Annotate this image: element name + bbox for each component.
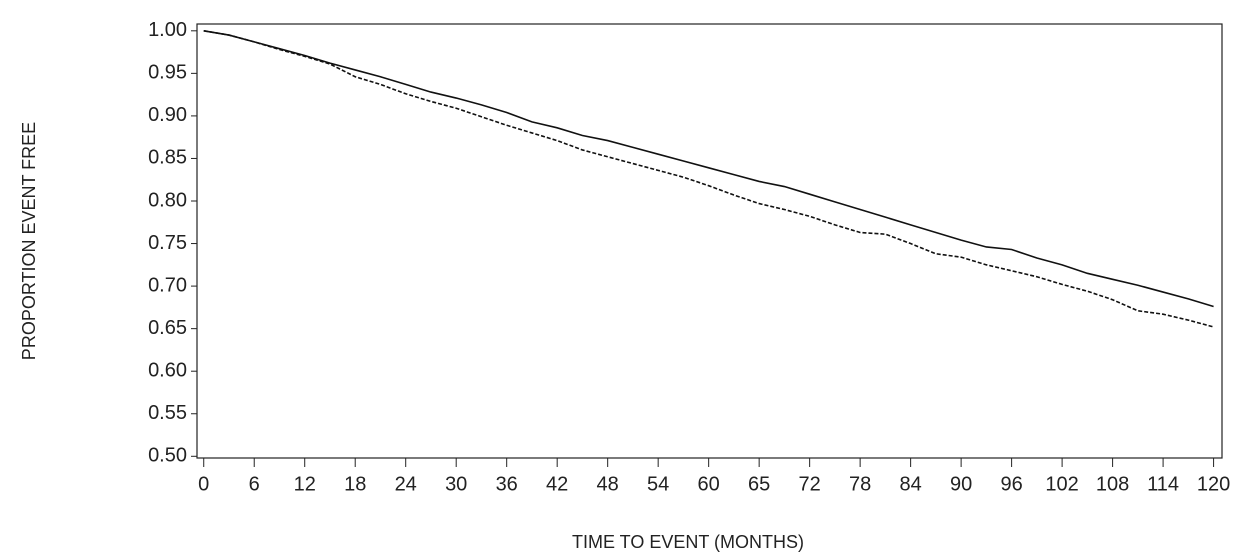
x-tick-label: 114	[1147, 473, 1179, 495]
x-tick-label: 90	[950, 473, 972, 495]
x-tick-label: 120	[1197, 473, 1230, 495]
x-axis-title: TIME TO EVENT (MONTHS)	[572, 532, 804, 552]
y-tick-label: 0.60	[148, 359, 187, 381]
x-tick-label: 36	[496, 473, 518, 495]
y-tick-label: 0.95	[148, 62, 187, 84]
x-tick-label: 12	[294, 473, 316, 495]
x-tick-label: 96	[1000, 473, 1022, 495]
series-line	[203, 30, 1214, 308]
x-tick-label: 78	[849, 473, 871, 495]
x-tick-label: 18	[344, 473, 366, 495]
series-line	[203, 30, 1214, 328]
x-tick-label: 0	[198, 473, 209, 495]
y-tick-label: 0.85	[148, 147, 187, 169]
x-tick-label: 84	[900, 473, 922, 495]
y-tick-label: 0.50	[148, 445, 187, 467]
x-tick-label: 54	[647, 473, 669, 495]
x-tick-label: 6	[249, 473, 260, 495]
plot-frame	[196, 23, 1223, 459]
y-axis-title: PROPORTION EVENT FREE	[19, 122, 39, 360]
x-tick-label: 24	[395, 473, 417, 495]
y-tick-label: 0.55	[148, 402, 187, 424]
x-tick-label: 30	[445, 473, 467, 495]
x-tick-label: 72	[799, 473, 821, 495]
y-tick-label: 1.00	[148, 19, 187, 41]
x-tick-label: 102	[1045, 473, 1078, 495]
y-tick-label: 0.75	[148, 232, 187, 254]
x-tick-label: 60	[698, 473, 720, 495]
x-tick-label: 108	[1096, 473, 1129, 495]
x-tick-label: 42	[546, 473, 568, 495]
x-tick-label: 65	[748, 473, 770, 495]
y-tick-label: 0.70	[148, 274, 187, 296]
y-tick-label: 0.80	[148, 189, 187, 211]
x-tick-label: 48	[597, 473, 619, 495]
y-tick-label: 0.90	[148, 104, 187, 126]
y-tick-label: 0.65	[148, 317, 187, 339]
